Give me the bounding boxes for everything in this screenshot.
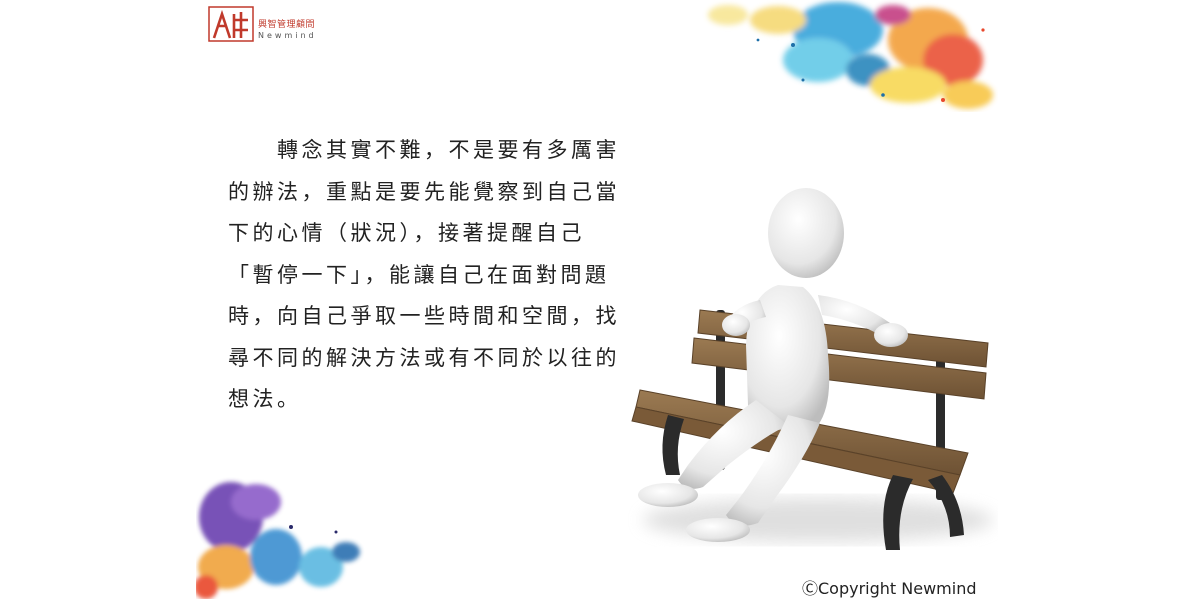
figure-on-bench-illustration xyxy=(631,188,993,550)
body-line: 下的心情（狀況），接著提醒自己 xyxy=(228,221,585,245)
body-line: 轉念其實不難，不是要有多厲害 xyxy=(228,138,620,162)
logo-company-name-en: Newmind xyxy=(258,31,317,40)
body-line: 時，向自己爭取一些時間和空間，找 xyxy=(228,304,620,328)
logo-company-name: 興智管理顧問 xyxy=(258,20,316,30)
newmind-logo: 興智管理顧問 Newmind xyxy=(208,6,328,46)
body-line: 「暫停一下」，能讓自己在面對問題 xyxy=(228,262,610,287)
watercolor-splash-top xyxy=(708,2,993,109)
watercolor-splash-bottom xyxy=(196,482,360,599)
body-paragraph: 轉念其實不難，不是要有多厲害 的辦法，重點是要先能覺察到自己當 下的心情（狀況）… xyxy=(228,130,628,421)
body-line: 的辦法，重點是要先能覺察到自己當 xyxy=(228,179,620,204)
copyright-text: ⒸCopyright Newmind xyxy=(802,579,977,598)
newmind-logo-icon xyxy=(208,6,254,42)
body-line: 尋不同的解決方法或有不同於以往的 xyxy=(228,345,620,370)
body-line: 想法。 xyxy=(228,387,302,411)
